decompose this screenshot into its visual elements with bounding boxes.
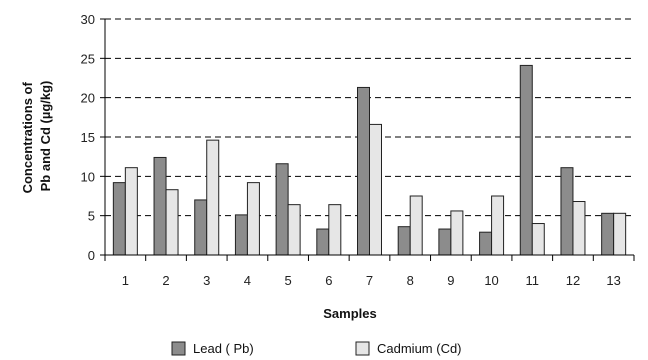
bar-cadmium-10 bbox=[491, 195, 505, 256]
x-tick-label: 8 bbox=[407, 273, 414, 288]
y-axis-title: Concentrations of Pb and Cd (µg/kg) bbox=[20, 79, 53, 194]
bar-cadmium-8 bbox=[409, 195, 423, 256]
bar-lead-12 bbox=[560, 167, 574, 256]
bars bbox=[112, 64, 627, 256]
y-tick-label: 0 bbox=[88, 248, 95, 263]
x-tick-label: 3 bbox=[203, 273, 210, 288]
y-axis-title-line-1: Concentrations of bbox=[20, 82, 35, 194]
bar-cadmium-9 bbox=[450, 210, 464, 256]
legend-label-lead: Lead ( Pb) bbox=[193, 341, 254, 356]
x-tick-label: 11 bbox=[526, 273, 540, 288]
legend-label-cadmium: Cadmium (Cd) bbox=[377, 341, 462, 356]
x-tick-label: 6 bbox=[325, 273, 332, 288]
legend: Lead ( Pb) Cadmium (Cd) bbox=[171, 341, 462, 356]
bar-cadmium-6 bbox=[328, 204, 342, 256]
bar-lead-5 bbox=[275, 163, 289, 256]
bar-lead-13 bbox=[601, 212, 615, 256]
bar-lead-4 bbox=[234, 214, 248, 256]
bar-cadmium-2 bbox=[165, 189, 179, 256]
svg-text:Concentrations of Pb and: Concentrations of Pb and Cd (µg/kg) bbox=[20, 79, 53, 194]
y-tick-label: 5 bbox=[88, 209, 95, 224]
legend-swatch-lead bbox=[171, 341, 186, 356]
bar-lead-8 bbox=[397, 226, 411, 256]
x-tick-label: 7 bbox=[366, 273, 373, 288]
bar-lead-10 bbox=[479, 231, 493, 256]
bar-lead-6 bbox=[316, 228, 330, 256]
legend-item-lead: Lead ( Pb) bbox=[171, 341, 254, 356]
y-tick-label: 20 bbox=[81, 91, 95, 106]
bar-cadmium-4 bbox=[246, 182, 260, 256]
bar-lead-3 bbox=[194, 199, 208, 256]
y-tick-label: 10 bbox=[81, 169, 95, 184]
y-tick-label: 15 bbox=[81, 130, 95, 145]
bar-cadmium-7 bbox=[369, 123, 382, 256]
x-tick-label: 12 bbox=[566, 273, 580, 288]
x-axis-ticks: 1 2 3 4 5 6 7 8 9 10 11 12 13 bbox=[122, 255, 635, 288]
legend-swatch-cadmium bbox=[355, 341, 370, 356]
bar-lead-2 bbox=[153, 156, 167, 256]
bar-lead-1 bbox=[112, 182, 126, 256]
y-tick-label: 30 bbox=[81, 12, 95, 27]
y-axis-ticks: 0 5 10 15 20 25 30 bbox=[81, 12, 105, 263]
x-tick-label: 9 bbox=[447, 273, 454, 288]
x-tick-label: 10 bbox=[484, 273, 498, 288]
bar-cadmium-3 bbox=[206, 139, 220, 256]
bar-lead-11 bbox=[519, 64, 533, 256]
legend-item-cadmium: Cadmium (Cd) bbox=[355, 341, 462, 356]
bar-cadmium-11 bbox=[531, 223, 545, 256]
x-tick-label: 1 bbox=[122, 273, 129, 288]
y-tick-label: 25 bbox=[81, 51, 95, 66]
x-tick-label: 13 bbox=[606, 273, 620, 288]
x-tick-label: 4 bbox=[244, 273, 251, 288]
y-axis-title-line-2: Pb and Cd (µg/kg) bbox=[38, 81, 53, 192]
x-tick-label: 2 bbox=[162, 273, 169, 288]
bar-cadmium-12 bbox=[572, 201, 586, 256]
bar-cadmium-13 bbox=[613, 212, 627, 256]
x-tick-label: 5 bbox=[284, 273, 291, 288]
bar-cadmium-1 bbox=[124, 167, 138, 256]
x-axis-title: Samples bbox=[323, 306, 376, 321]
bar-cadmium-5 bbox=[287, 204, 301, 256]
bar-lead-9 bbox=[438, 228, 452, 256]
bar-lead-7 bbox=[357, 86, 370, 256]
